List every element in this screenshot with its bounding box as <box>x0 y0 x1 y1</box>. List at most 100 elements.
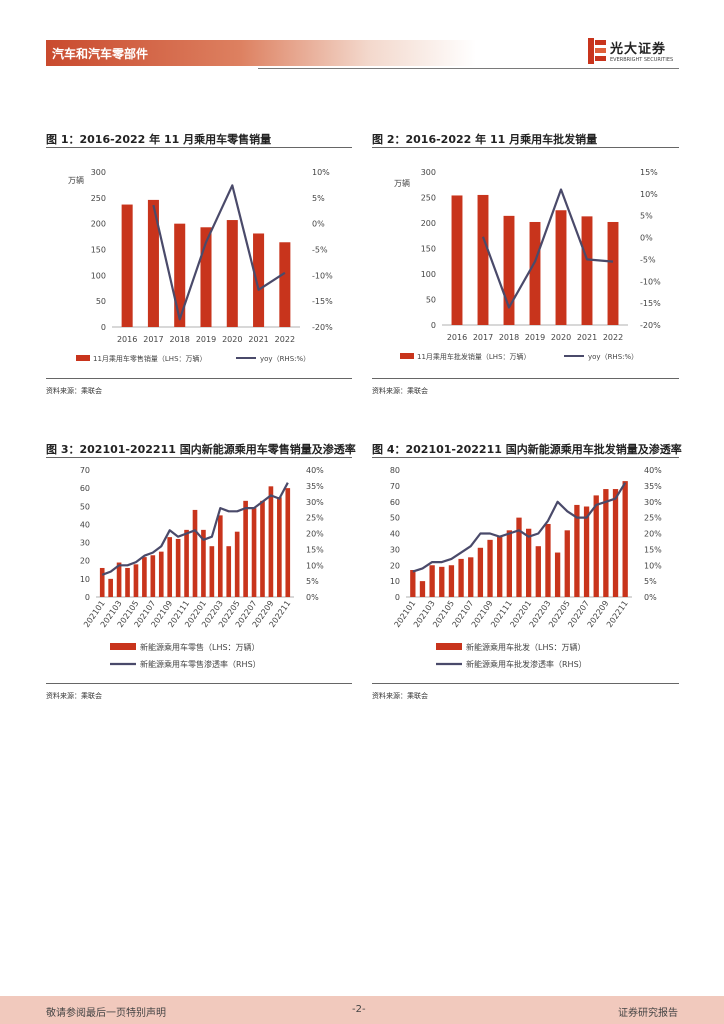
figure-4-bottom-rule <box>372 683 679 684</box>
bar <box>516 517 522 597</box>
y-left-tick-label: 150 <box>91 246 106 255</box>
y-right-tick-label: 30% <box>644 498 662 507</box>
x-tick-label: 2021 <box>248 335 268 344</box>
bar <box>593 495 599 597</box>
y-right-tick-label: 5% <box>640 212 653 221</box>
legend-bar-swatch <box>110 643 136 650</box>
bar <box>581 216 593 325</box>
x-tick-label: 2017 <box>473 333 493 342</box>
x-tick-label: 2020 <box>551 333 571 342</box>
bar <box>429 565 435 597</box>
bar <box>277 497 282 597</box>
bar <box>529 221 541 325</box>
figure-2-source: 资料来源：乘联会 <box>372 387 428 395</box>
x-tick-label: 2019 <box>196 335 216 344</box>
legend-line-label: yoy（RHS:%） <box>260 355 310 363</box>
y-left-tick-label: 30 <box>80 539 90 548</box>
y-right-tick-label: 15% <box>640 168 658 177</box>
header-rule <box>258 68 679 69</box>
bar <box>175 538 181 597</box>
bar <box>477 547 484 597</box>
y-right-tick-label: 10% <box>644 561 662 570</box>
y-left-tick-label: 150 <box>421 245 436 254</box>
bar <box>251 508 257 597</box>
y-unit-label: 万辆 <box>68 175 84 185</box>
y-right-tick-label: 0% <box>306 593 319 602</box>
y-left-tick-label: 50 <box>80 502 90 511</box>
bar <box>209 546 215 597</box>
y-left-tick-label: 20 <box>390 561 400 570</box>
footer-report-type: 证券研究报告 <box>618 1008 678 1019</box>
y-right-tick-label: 15% <box>644 545 662 554</box>
bar <box>99 567 105 597</box>
bar <box>116 562 122 597</box>
legend-bar-swatch <box>76 355 90 361</box>
y-right-tick-label: 20% <box>306 530 324 539</box>
section-title: 汽车和汽车零部件 <box>52 47 149 61</box>
y-left-tick-label: 0 <box>431 321 436 330</box>
y-right-tick-label: 35% <box>306 482 324 491</box>
bar <box>217 515 223 597</box>
x-tick-label: 2018 <box>499 333 519 342</box>
bar <box>419 581 426 597</box>
bar <box>545 523 551 597</box>
y-right-tick-label: 30% <box>306 498 324 507</box>
y-unit-label: 万辆 <box>394 178 410 188</box>
chart-4-nev-wholesale: 0 10 20 30 40 50 60 70 80 0% 5% 10% 15% 20% 25% 30% 35% 4… <box>390 466 662 669</box>
bar <box>147 199 159 327</box>
y-right-tick-label: -15% <box>640 299 661 308</box>
y-left-tick-label: 60 <box>80 484 90 493</box>
x-tick-label: 2021 <box>577 333 597 342</box>
y-left-tick-label: 250 <box>421 194 436 203</box>
y-left-tick-label: 50 <box>426 296 436 305</box>
series-line <box>481 188 614 309</box>
y-left-tick-label: 50 <box>96 297 106 306</box>
bar <box>448 565 455 597</box>
bar <box>622 481 628 597</box>
bar <box>133 564 139 597</box>
bar <box>150 555 156 597</box>
x-tick-label: 2017 <box>143 335 163 344</box>
y-right-tick-label: 40% <box>306 466 324 475</box>
figure-4-title: 图 4：202101-202211 国内新能源乘用车批发销量及渗透率 <box>372 443 682 456</box>
y-left-tick-label: 100 <box>91 271 106 280</box>
bar <box>234 531 240 597</box>
figure-1-bottom-rule <box>46 378 352 379</box>
bar <box>285 488 291 597</box>
y-right-tick-label: 20% <box>644 530 662 539</box>
y-right-tick-label: 0% <box>312 220 325 229</box>
y-left-tick-label: 100 <box>421 270 436 279</box>
y-right-tick-label: 0% <box>644 593 657 602</box>
figure-3-top-rule <box>46 457 352 458</box>
y-left-tick-label: 30 <box>390 545 400 554</box>
bar <box>158 551 164 597</box>
bar <box>607 221 619 325</box>
bar <box>555 210 567 325</box>
bar <box>468 557 474 597</box>
bar <box>121 204 133 327</box>
y-right-tick-label: -15% <box>312 297 333 306</box>
bar <box>583 506 590 597</box>
y-left-tick-label: 70 <box>390 482 400 491</box>
logo-name: 光大证券 <box>610 42 667 57</box>
legend-bar-label: 11月乘用车零售销量（LHS：万辆） <box>93 354 207 363</box>
y-right-tick-label: -5% <box>312 246 328 255</box>
x-tick-label: 2016 <box>117 335 137 344</box>
bar <box>268 486 274 597</box>
y-right-tick-label: 0% <box>640 234 653 243</box>
series-line <box>152 184 286 321</box>
y-left-tick-label: 200 <box>421 219 436 228</box>
y-right-tick-label: 40% <box>644 466 662 475</box>
figure-3-source: 资料来源：乘联会 <box>46 692 102 700</box>
y-right-tick-label: -20% <box>312 323 333 332</box>
x-tick-label: 2018 <box>170 335 190 344</box>
y-left-tick-label: 10 <box>80 575 90 584</box>
bar <box>497 536 503 597</box>
y-right-tick-label: -20% <box>640 321 661 330</box>
y-left-tick-label: 40 <box>390 530 400 539</box>
figure-1-title: 图 1：2016-2022 年 11 月乘用车零售销量 <box>46 133 272 146</box>
bar <box>142 557 147 597</box>
x-tick-label: 2016 <box>447 333 467 342</box>
figure-2-title: 图 2：2016-2022 年 11 月乘用车批发销量 <box>372 133 598 146</box>
x-tick-label: 2020 <box>222 335 242 344</box>
